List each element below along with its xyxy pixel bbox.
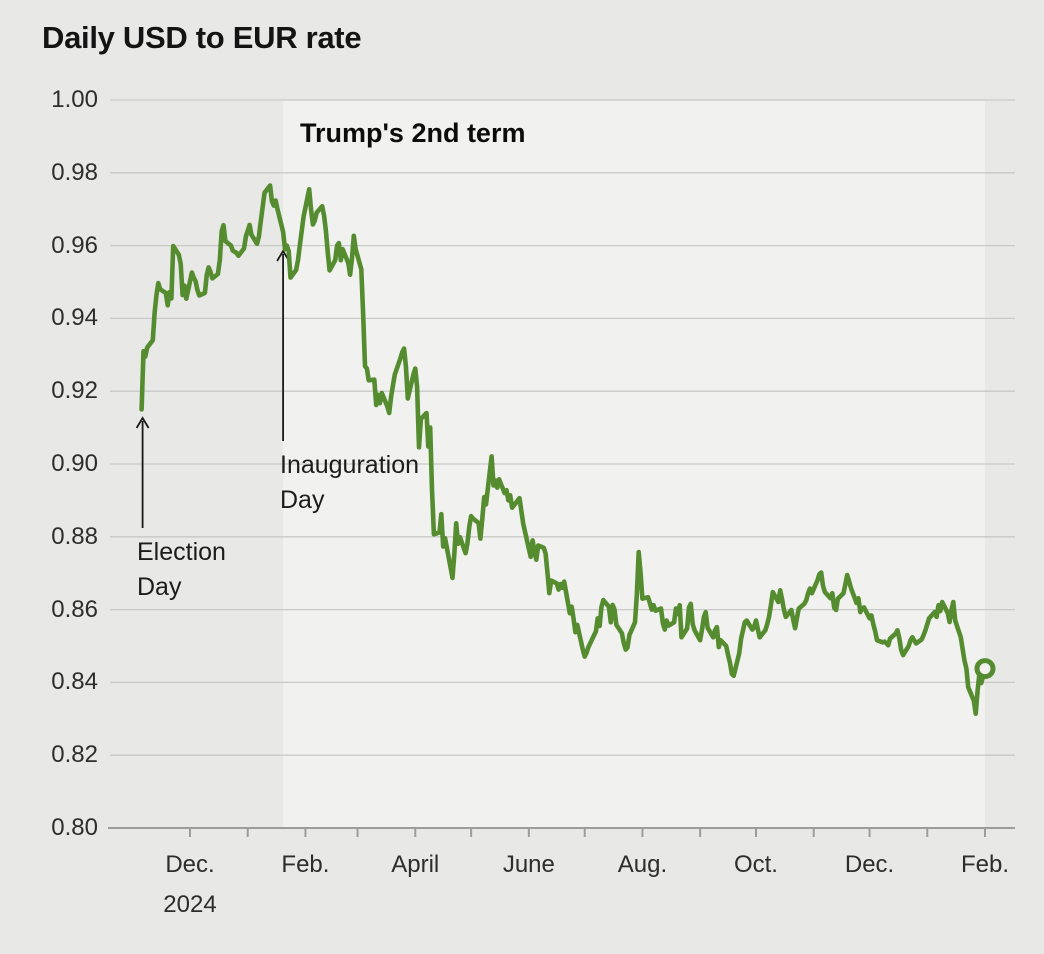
y-axis-tick-label: 0.86 [51,595,98,623]
y-axis-tick-label: 0.94 [51,304,98,332]
y-axis-tick-label: 0.90 [51,450,98,477]
y-axis-tick-label: 0.80 [51,814,98,841]
y-axis-tick-label: 0.92 [51,377,98,405]
election-day-label-line2: Day [137,573,182,601]
y-axis-tick-label: 0.96 [51,231,98,259]
x-axis-tick-label: June [502,851,555,878]
inauguration-day-label-line1: Inauguration [280,451,420,479]
x-axis-tick-label: Feb. [960,851,1010,878]
chart-title: Daily USD to EUR rate [42,20,362,55]
latest-point-marker [974,658,996,680]
x-axis-year-label: 2024 [163,891,217,918]
x-axis-tick-label: Dec. [844,851,895,878]
y-axis-tick-label: 0.88 [51,522,98,550]
y-axis-tick-label: 0.98 [51,158,98,186]
election-day-arrow-head-icon [135,416,150,429]
inauguration-day-annotation: Inauguration Day [280,448,419,518]
x-axis-tick-label: Dec. [165,851,215,878]
x-axis-tick-label: Feb. [281,851,330,878]
term-band-label: Trump's 2nd term [300,118,526,148]
election-day-label-line1: Election [137,538,226,566]
y-axis-tick-label: 0.84 [51,668,98,696]
x-axis-tick-label: Aug. [617,851,668,878]
x-axis-tick-label: Oct. [733,851,778,878]
x-axis-tick-label: April [391,851,440,878]
rate-line [139,183,988,717]
y-axis-tick-label: 0.82 [51,741,98,769]
election-day-annotation: Election Day [137,535,226,605]
y-axis-tick-label: 1.00 [51,86,98,113]
inauguration-day-label-line2: Day [280,486,325,514]
